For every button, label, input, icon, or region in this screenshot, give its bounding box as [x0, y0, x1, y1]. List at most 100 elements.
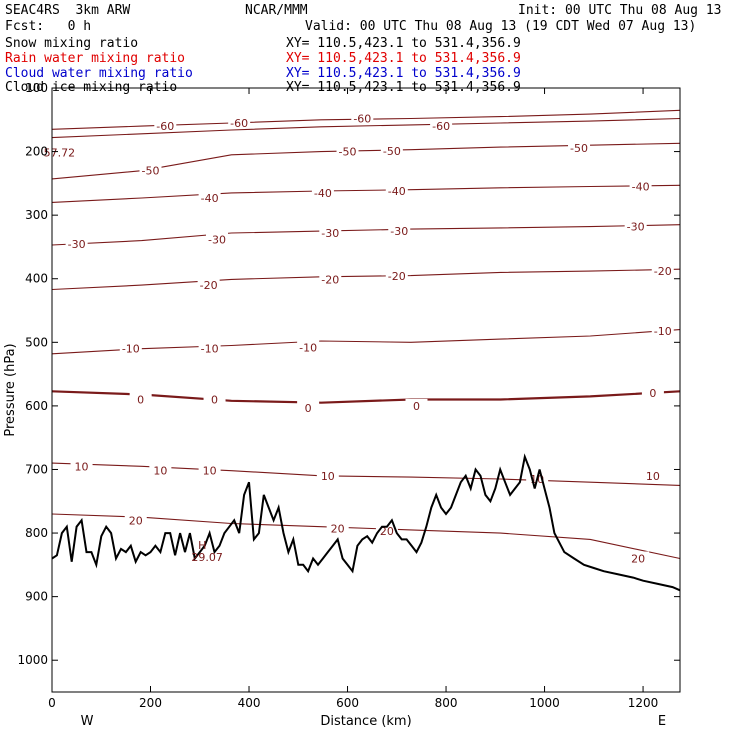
isotherm-label: -20 — [200, 279, 218, 292]
isotherm-label-bg — [149, 463, 172, 477]
isotherm-label: 10 — [321, 470, 335, 483]
isotherm-label-bg — [228, 115, 251, 129]
x-axis-label: Distance (km) — [320, 714, 411, 729]
isotherm-label: -60 — [353, 113, 371, 126]
isotherm-line — [51, 513, 681, 560]
x-tick-label: 800 — [435, 696, 458, 710]
isotherm-label: -60 — [156, 120, 174, 133]
isotherm-label: 10 — [75, 460, 89, 473]
isotherm-label-bg — [319, 272, 342, 286]
terrain-profile — [51, 453, 681, 592]
y-tick-label: 400 — [25, 272, 48, 286]
model-name: SEAC4RS 3km ARW — [5, 3, 131, 18]
y-tick-label: 700 — [25, 462, 48, 476]
y-axis-label: Pressure (hPa) — [3, 343, 18, 436]
isotherm-label: 20 — [631, 552, 645, 565]
isotherm-label-bg — [124, 513, 147, 527]
field-xy-cloud-water: XY= 110.5,423.1 to 531.4,356.9 — [286, 66, 521, 81]
isotherm-label: -40 — [201, 192, 219, 205]
field-label-rain: Rain water mixing ratio — [5, 51, 186, 66]
isotherm-label-bg — [198, 463, 221, 477]
isotherm-line — [51, 268, 681, 291]
y-tick-label: 800 — [25, 526, 48, 540]
isotherm-label: -30 — [68, 238, 86, 251]
forecast-hour: Fcst: 0 h — [5, 19, 92, 34]
isotherm-line — [51, 329, 681, 355]
valid-time: Valid: 00 UTC Thu 08 Aug 13 (19 CDT Wed … — [305, 19, 697, 34]
isotherm-label-bg — [65, 236, 88, 250]
isotherm-label: -40 — [632, 181, 650, 194]
isotherm-label-bg — [624, 219, 647, 233]
isotherm-label: 10 — [646, 470, 660, 483]
y-tick-label: 900 — [25, 590, 48, 604]
isotherm-label-bg — [119, 341, 142, 355]
x-tick-label: 1000 — [529, 696, 560, 710]
x-tick-label: 0 — [48, 696, 56, 710]
isotherm-label-bg — [326, 521, 349, 535]
isotherm-label-bg — [651, 264, 674, 278]
isotherm-label: -20 — [321, 273, 339, 286]
isotherm-label-bg — [627, 551, 650, 565]
isotherm-label-bg — [154, 119, 177, 133]
isotherm-label: 0 — [413, 400, 420, 413]
isotherm-label: -60 — [230, 117, 248, 130]
isotherm-label-bg — [641, 468, 664, 482]
isotherm-label-bg — [385, 269, 408, 283]
isotherm-label-bg — [430, 119, 453, 133]
isotherm-label-bg — [388, 224, 411, 238]
isotherm-contours: -60 -60 -60 -60 -50 -50 -50 -50 -40 -40 -40 -40 -30 -… — [51, 109, 681, 565]
isotherm-line — [51, 462, 681, 486]
field-xy-snow: XY= 110.5,423.1 to 531.4,356.9 — [286, 36, 521, 51]
terrain-line — [51, 453, 681, 592]
isotherm-label-bg — [316, 468, 339, 482]
organization: NCAR/MMM — [245, 3, 308, 18]
y-tick-label: 500 — [25, 335, 48, 349]
isotherm-label: -50 — [142, 165, 160, 178]
isotherm-label-bg — [351, 111, 374, 125]
extremum-label: 29.07 — [191, 551, 223, 564]
y-tick-label: 600 — [25, 399, 48, 413]
isotherm-label-bg — [380, 143, 403, 157]
isotherm-label-bg — [297, 340, 320, 354]
isotherm-label-bg — [385, 183, 408, 197]
isotherm-label: -10 — [299, 341, 317, 354]
east-end-label: E — [658, 714, 666, 729]
isotherm-label: -30 — [627, 221, 645, 234]
x-tick-label: 400 — [238, 696, 261, 710]
isotherm-line — [51, 390, 681, 404]
x-tick-label: 1200 — [628, 696, 659, 710]
isotherm-label: -40 — [388, 185, 406, 198]
isotherm-label: -20 — [388, 270, 406, 283]
isotherm-label-bg — [139, 163, 162, 177]
isotherm-label: 10 — [203, 465, 217, 478]
isotherm-label-bg — [297, 400, 320, 414]
isotherm-line — [51, 184, 681, 203]
isotherm-label-bg — [70, 459, 93, 473]
isotherm-label: 10 — [153, 465, 167, 478]
isotherm-label: -30 — [208, 233, 226, 246]
isotherm-label-bg — [206, 232, 229, 246]
isotherm-label-bg — [198, 341, 221, 355]
isotherm-label-bg — [198, 190, 221, 204]
y-tick-label: 100 — [25, 81, 48, 95]
isotherm-label: 0 — [137, 394, 144, 407]
isotherm-line — [51, 117, 681, 139]
extremum-label: 57.72 — [44, 147, 76, 160]
isotherm-label: -20 — [654, 265, 672, 278]
isotherm-label: 0 — [211, 394, 218, 407]
plot-frame — [51, 87, 681, 693]
y-tick-label: 200 — [25, 145, 48, 159]
west-end-label: W — [81, 714, 94, 729]
y-tick-label: 1000 — [17, 653, 48, 667]
x-tick-label: 600 — [336, 696, 359, 710]
isotherm-label: -30 — [390, 225, 408, 238]
isotherm-label: 0 — [649, 387, 656, 400]
isotherm-label: -40 — [314, 187, 332, 200]
isotherm-label-bg — [319, 225, 342, 239]
isotherm-label: -10 — [201, 343, 219, 356]
isotherm-label: -60 — [432, 120, 450, 133]
x-axis: 0 200 400 600 800 1000 1200 — [48, 88, 658, 710]
isotherm-label-bg — [568, 140, 591, 154]
